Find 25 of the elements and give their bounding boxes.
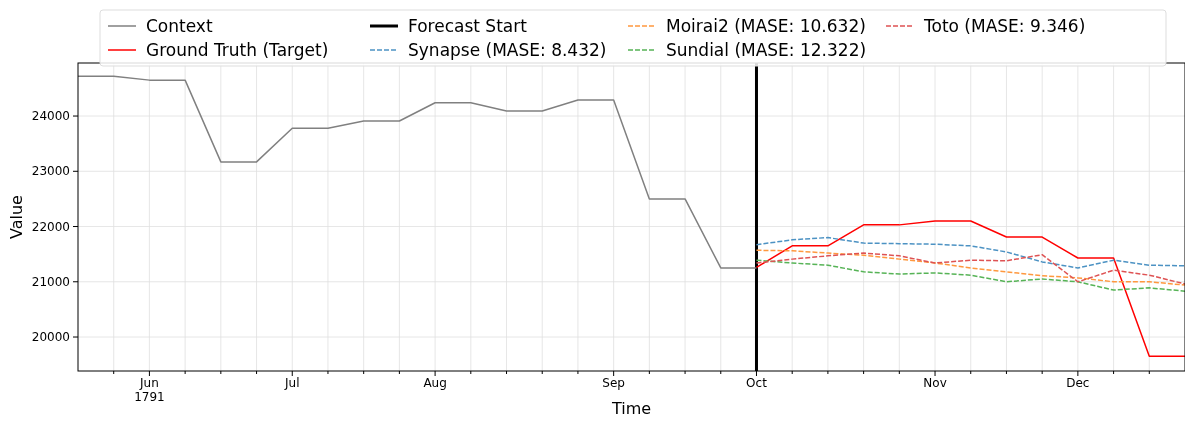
x-axis-title: Time — [610, 399, 652, 418]
x-tick-label: Jul — [284, 376, 300, 390]
x-tick-label: Jun 1791 — [134, 376, 165, 404]
legend-label: Ground Truth (Target) — [146, 39, 329, 60]
x-tick-label: Dec — [1066, 376, 1090, 390]
y-tick-label: 21000 — [31, 274, 70, 289]
y-tick-label: 24000 — [31, 109, 70, 124]
line-series — [755, 220, 1185, 358]
legend-label: Forecast Start — [408, 15, 528, 36]
x-tick-label: Oct — [746, 376, 768, 390]
y-tick-label: 20000 — [31, 330, 70, 345]
legend-label: Sundial (MASE: 12.322) — [666, 39, 867, 60]
legend-label: Moirai2 (MASE: 10.632) — [666, 15, 866, 36]
x-tick-label: Nov — [923, 376, 947, 390]
y-tick-label: 22000 — [31, 219, 70, 234]
line-series — [755, 259, 1185, 292]
legend-label: Toto (MASE: 9.346) — [923, 15, 1086, 36]
legend-label: Context — [146, 15, 213, 36]
line-series — [77, 75, 758, 269]
x-tick-label: Aug — [423, 376, 447, 390]
line-series — [755, 236, 1185, 269]
x-tick-label: Sep — [602, 376, 625, 390]
y-axis-title: Value — [7, 195, 26, 239]
legend-label: Synapse (MASE: 8.432) — [408, 39, 607, 60]
y-tick-label: 23000 — [31, 164, 70, 179]
